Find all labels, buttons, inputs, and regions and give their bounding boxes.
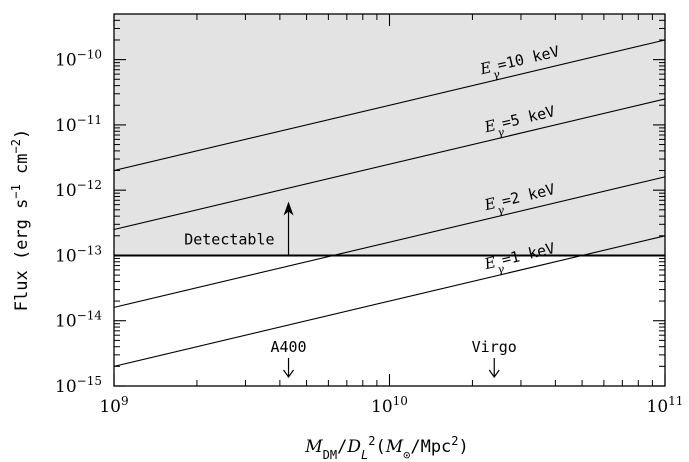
y-tick-label-0: 10−15 bbox=[55, 374, 102, 397]
y-axis-title: Flux (erg s−1 cm−2) bbox=[9, 129, 32, 311]
annotation-a400-label: A400 bbox=[270, 338, 306, 356]
series-line-0 bbox=[113, 39, 666, 172]
x-axis-title: MDM/DL2(M⊙/Mpc2) bbox=[304, 434, 469, 462]
annotation-virgo-arrow-head bbox=[488, 369, 500, 379]
annotation-virgo: Virgo bbox=[472, 338, 517, 379]
series-line-2 bbox=[113, 176, 666, 308]
series-line-3 bbox=[113, 235, 666, 367]
x-tick-label-0: 109 bbox=[99, 394, 128, 417]
detectable-label: Detectable bbox=[184, 230, 274, 248]
detectable-region bbox=[114, 14, 665, 256]
ticks-group: 109 1010 1011 10−15 10−14 10−13 10−12 10−11 10−1… bbox=[55, 14, 683, 417]
annotation-virgo-label: Virgo bbox=[472, 338, 517, 356]
y-tick-label-3: 10−12 bbox=[55, 178, 102, 201]
x-tick-label-2: 1011 bbox=[647, 394, 684, 417]
y-tick-label-5: 10−10 bbox=[55, 48, 102, 71]
y-tick-label-2: 10−13 bbox=[55, 243, 102, 266]
detectable-arrow-head bbox=[283, 201, 294, 216]
x-tick-label-1: 1010 bbox=[371, 394, 408, 417]
annotation-a400: A400 bbox=[270, 338, 307, 379]
annotation-a400-arrow-head bbox=[283, 369, 295, 379]
y-tick-label-4: 10−11 bbox=[55, 113, 102, 136]
plot-frame bbox=[113, 13, 666, 387]
series-line-1 bbox=[113, 98, 666, 231]
y-tick-label-1: 10−14 bbox=[55, 309, 102, 332]
